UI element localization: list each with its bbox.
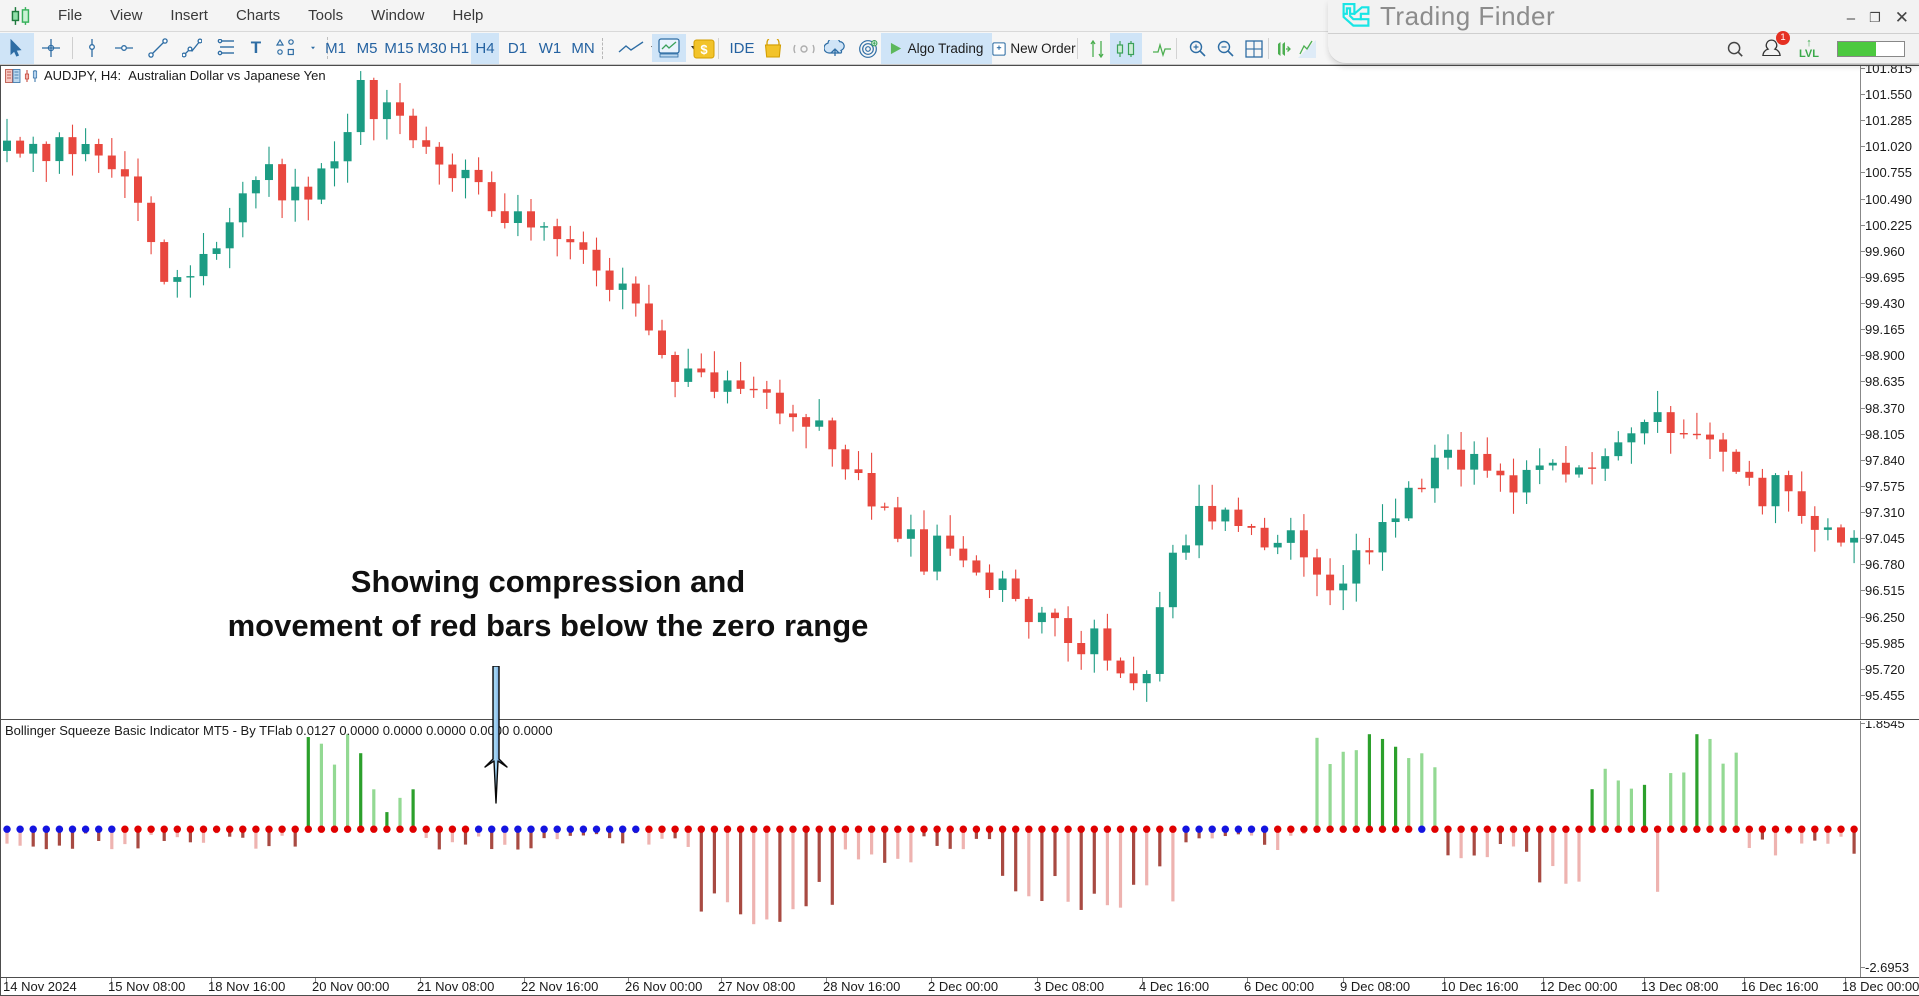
svg-text:$: $ <box>700 42 708 57</box>
